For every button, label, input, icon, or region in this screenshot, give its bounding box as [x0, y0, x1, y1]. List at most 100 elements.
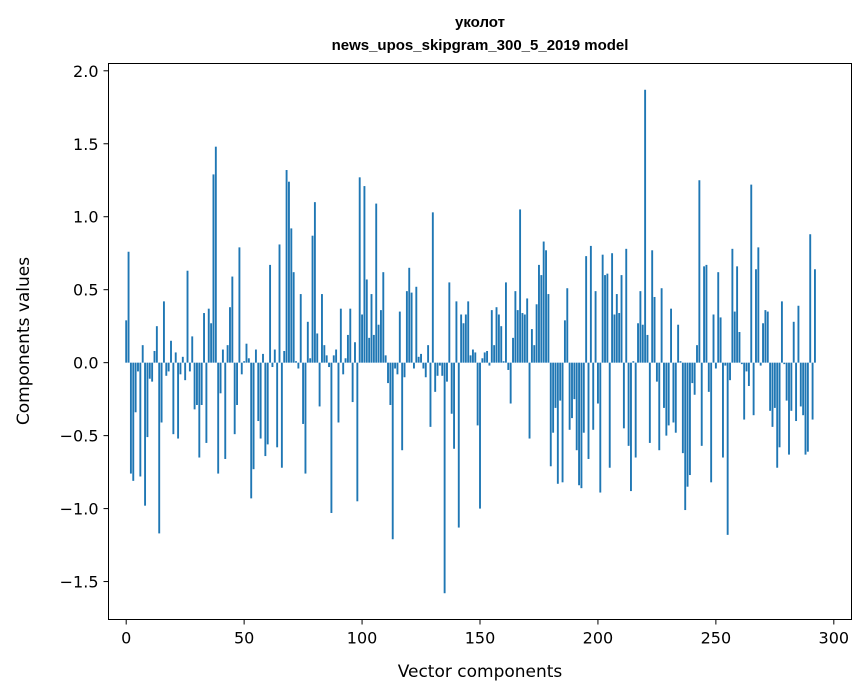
- bar: [790, 362, 793, 411]
- bar: [158, 362, 161, 534]
- bar: [663, 362, 665, 408]
- bar: [344, 358, 347, 363]
- bar: [615, 294, 618, 363]
- bar: [802, 362, 805, 416]
- bar: [757, 247, 760, 363]
- bar: [516, 310, 519, 363]
- bar: [476, 362, 479, 426]
- bar: [349, 308, 352, 363]
- bar: [809, 234, 812, 363]
- bar: [684, 362, 687, 511]
- bar: [700, 362, 703, 446]
- bar: [188, 362, 191, 372]
- bar: [512, 337, 514, 363]
- x-tick-label: 0: [121, 629, 131, 648]
- bar: [464, 314, 467, 363]
- bar: [262, 353, 264, 363]
- bar: [719, 317, 722, 363]
- bar: [330, 362, 333, 513]
- bar: [703, 266, 706, 363]
- bar: [764, 310, 767, 363]
- y-tick-label: 0.0: [73, 354, 98, 373]
- x-axis-label: Vector components: [398, 662, 563, 682]
- bar: [335, 349, 338, 363]
- bar: [191, 336, 194, 363]
- bar: [804, 362, 807, 455]
- bar: [250, 362, 253, 499]
- bar: [705, 264, 708, 363]
- x-tick-label: 300: [819, 629, 850, 648]
- bar: [486, 350, 489, 363]
- bar: [271, 362, 274, 368]
- bar: [217, 362, 220, 474]
- bar: [490, 310, 493, 363]
- bar: [717, 272, 720, 363]
- bar: [372, 334, 375, 363]
- bar: [231, 276, 234, 363]
- x-tick-label: 150: [465, 629, 496, 648]
- bar: [469, 355, 472, 363]
- bar: [266, 362, 269, 445]
- bar: [295, 361, 297, 363]
- bar: [403, 362, 406, 378]
- bar: [313, 202, 316, 363]
- bar: [302, 362, 305, 424]
- bar: [181, 356, 184, 363]
- bar: [710, 362, 713, 483]
- bar: [686, 362, 689, 487]
- bar: [172, 362, 175, 435]
- y-tick-label: 0.5: [73, 281, 98, 300]
- bar: [533, 345, 536, 363]
- y-axis-label: Components values: [14, 257, 34, 425]
- bar: [747, 362, 750, 387]
- bar: [448, 282, 451, 363]
- bar: [422, 362, 425, 369]
- bar: [519, 209, 522, 363]
- bar: [724, 362, 727, 366]
- bar: [309, 358, 312, 363]
- bar: [780, 301, 783, 363]
- bar: [547, 294, 550, 363]
- bar: [325, 355, 328, 363]
- bar: [332, 355, 335, 363]
- bar: [453, 362, 455, 449]
- bar: [575, 362, 578, 451]
- bar: [450, 362, 453, 414]
- y-tick-label: 1.0: [73, 208, 98, 227]
- bar: [210, 323, 213, 363]
- bar: [776, 362, 779, 468]
- bar: [540, 275, 543, 363]
- x-tick-label: 50: [234, 629, 254, 648]
- bar: [750, 184, 753, 363]
- bar: [740, 362, 743, 365]
- bar: [318, 362, 321, 407]
- bar: [608, 362, 611, 468]
- bar: [797, 305, 800, 363]
- bar: [658, 362, 661, 451]
- bar: [552, 362, 555, 433]
- bar: [127, 251, 130, 363]
- bar: [542, 241, 545, 363]
- bar: [481, 358, 484, 363]
- bar: [410, 292, 413, 363]
- bar: [568, 362, 571, 430]
- bar: [795, 362, 798, 422]
- bar: [297, 362, 300, 369]
- bar: [389, 362, 392, 405]
- bar: [396, 362, 399, 375]
- bar: [745, 362, 748, 372]
- bar: [398, 311, 401, 363]
- bar: [370, 294, 373, 363]
- bar: [604, 275, 606, 363]
- bar: [535, 304, 538, 363]
- bar: [755, 269, 757, 363]
- bar: [186, 270, 189, 363]
- bar: [420, 353, 422, 363]
- bar: [146, 362, 149, 438]
- bar: [500, 326, 503, 363]
- bar: [170, 340, 172, 363]
- bar: [196, 362, 198, 405]
- bar: [505, 282, 507, 363]
- bar: [731, 248, 734, 363]
- bar: [641, 324, 644, 363]
